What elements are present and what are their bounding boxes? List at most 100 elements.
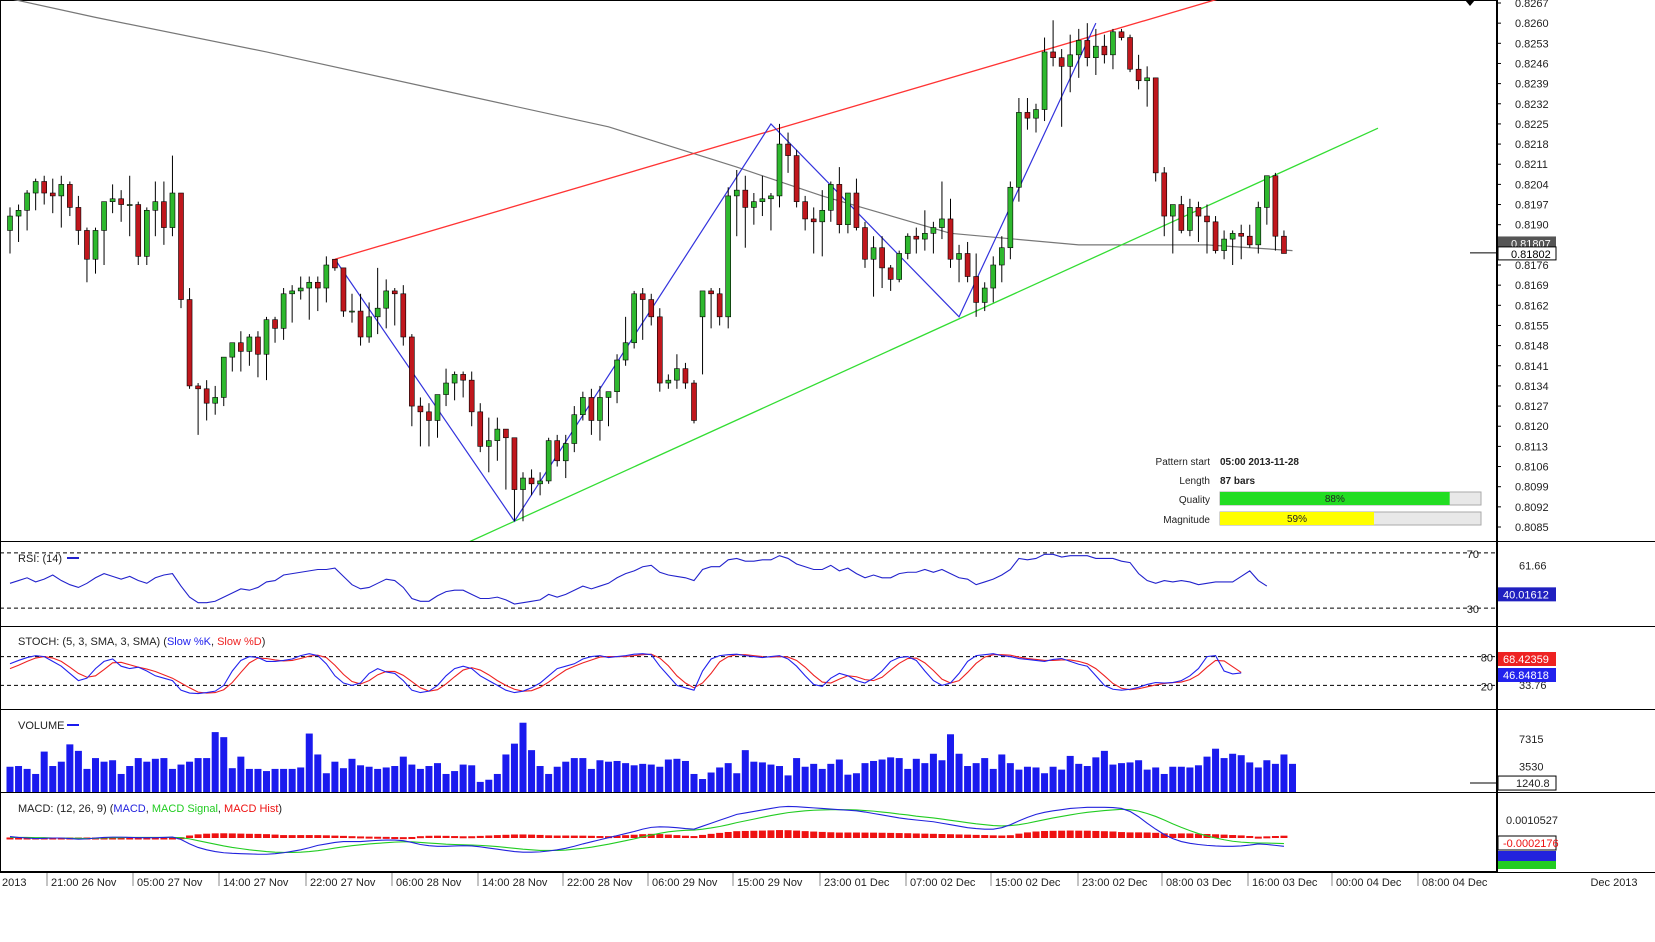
- macd-hist-bar: [1075, 830, 1083, 838]
- price-tick-label: 0.8134: [1515, 381, 1549, 393]
- volume-bar: [425, 766, 433, 792]
- macd-hist-bar: [434, 835, 441, 838]
- macd-hist-bar: [15, 837, 23, 840]
- macd-hist-bar: [887, 832, 895, 838]
- stoch-k-value-box: [1498, 668, 1556, 682]
- macd-hist-bar: [1118, 832, 1125, 838]
- volume-bar: [391, 766, 399, 792]
- candle-body: [802, 201, 808, 220]
- volume-panel: VOLUME 7315 3530 1240.8: [6, 720, 1557, 792]
- candle-body: [460, 374, 466, 381]
- candle: [366, 302, 372, 343]
- candle: [332, 258, 338, 271]
- candle: [1246, 224, 1253, 248]
- macd-hist-bar: [1220, 834, 1228, 838]
- volume-bar: [656, 766, 664, 792]
- candle: [904, 233, 911, 260]
- candle: [477, 403, 484, 453]
- candle: [1204, 204, 1210, 254]
- candles: [7, 20, 1287, 522]
- candle: [545, 437, 552, 484]
- candle-body: [1093, 45, 1099, 59]
- macd-hist-bar: [288, 835, 296, 838]
- candle: [263, 316, 270, 381]
- macd-hist-bar: [852, 832, 860, 838]
- macd-hist-bar: [929, 833, 937, 838]
- volume-bar: [66, 744, 74, 792]
- macd-hist-bar: [810, 831, 818, 838]
- candle-body: [75, 207, 82, 231]
- volume-bar: [904, 768, 912, 792]
- volume-bar: [254, 768, 262, 792]
- candle-body: [314, 281, 321, 289]
- candle-body: [161, 201, 167, 228]
- volume-bar: [1229, 753, 1237, 792]
- scroll-marker-icon[interactable]: [1465, 0, 1475, 6]
- macd-hist-bar: [1092, 830, 1100, 838]
- macd-value-text: -0.0002176: [1503, 838, 1559, 850]
- candle-body: [1161, 172, 1168, 217]
- candle-body: [272, 319, 278, 329]
- candle: [682, 362, 689, 389]
- macd-hist-bar: [365, 836, 373, 839]
- volume-bar: [562, 761, 570, 792]
- candle-body: [503, 428, 509, 439]
- macd-hist-bar: [237, 833, 245, 838]
- volume-bar: [767, 764, 775, 792]
- macd-hist-bar: [938, 834, 946, 838]
- candle-body: [477, 411, 484, 447]
- candle: [973, 253, 979, 317]
- volume-bar: [23, 768, 31, 792]
- volume-bar: [160, 758, 168, 792]
- candle-body: [674, 368, 680, 381]
- macd-hist-bar: [835, 832, 843, 838]
- candle-body: [956, 253, 962, 260]
- candle: [161, 181, 167, 245]
- candle: [1187, 198, 1193, 237]
- macd-hist-bar: [339, 835, 347, 838]
- volume-bar: [613, 760, 621, 792]
- volume-bar: [776, 766, 783, 792]
- volume-bar: [912, 758, 920, 792]
- candle-body: [84, 230, 90, 260]
- volume-bar: [245, 768, 253, 792]
- volume-bar: [1194, 765, 1202, 792]
- candle-body: [648, 299, 655, 318]
- candle-body: [144, 209, 150, 257]
- stoch-d-value-box: [1498, 652, 1556, 666]
- macd-hist-bar: [545, 835, 553, 838]
- time-label: 22:00 28 Nov: [567, 877, 633, 889]
- candle: [41, 175, 48, 205]
- candle-body: [665, 379, 672, 384]
- candle: [229, 342, 236, 372]
- candle: [169, 155, 176, 237]
- candle-body: [853, 192, 860, 228]
- candle: [580, 391, 586, 421]
- price-tick-label: 0.8155: [1515, 320, 1549, 332]
- candle: [1229, 230, 1236, 265]
- rsi-tick-61: 61.66: [1519, 560, 1547, 572]
- time-label: 14:00 28 Nov: [482, 877, 548, 889]
- candle-body: [998, 247, 1005, 266]
- candle-body: [426, 411, 432, 421]
- candle-body: [1041, 51, 1048, 110]
- candle: [930, 221, 937, 254]
- candle: [1093, 28, 1099, 75]
- volume-bar: [357, 765, 365, 792]
- volume-bar: [587, 768, 595, 792]
- candle: [1007, 181, 1014, 260]
- volume-bar: [305, 733, 313, 792]
- candle-body: [1281, 235, 1287, 254]
- candle: [238, 331, 244, 372]
- candle-body: [571, 414, 578, 444]
- stoch-title-title_prefix: STOCH: (5, 3, SMA, 3, SMA) (: [18, 636, 167, 648]
- macd-hist-bar: [314, 835, 322, 838]
- macd-hist-bar: [305, 835, 313, 838]
- macd-hist-bar: [767, 830, 775, 838]
- candle: [1272, 172, 1279, 251]
- candle: [280, 288, 287, 340]
- price-tick-label: 0.8190: [1515, 220, 1549, 232]
- price-tick-label: 0.8204: [1515, 179, 1549, 191]
- candle-body: [280, 293, 287, 329]
- candle: [75, 195, 82, 245]
